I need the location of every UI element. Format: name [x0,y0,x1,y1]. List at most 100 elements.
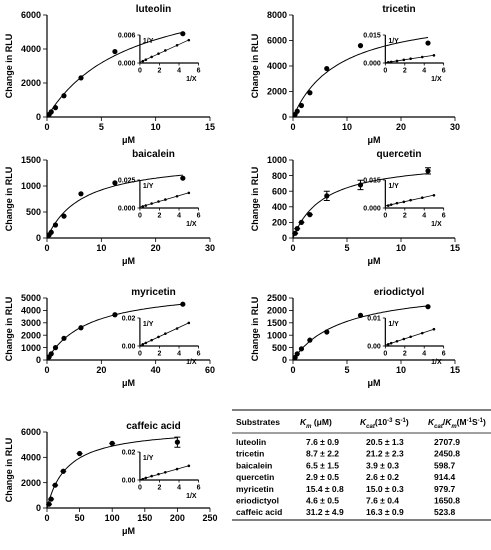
fit-curve [46,174,183,239]
inset-point [389,341,393,345]
y-tick-label: 1000 [267,155,287,165]
inset-x-label: 1/X [431,221,442,228]
x-tick-label: 4 [177,213,181,220]
header-part: ) [406,417,409,427]
data-point [425,304,431,310]
y-tick-label: 0 [282,233,287,243]
header-part: cat [434,424,444,430]
data-point [324,193,330,199]
inset-y-label: 1/Y [143,183,154,190]
chart-title: baicalein [132,149,175,160]
table-cell: 21.2 ± 2.3 [366,449,404,459]
y-tick-label: 0.00 [122,477,136,484]
chart-title: quercetin [376,149,421,160]
y-tick-label: 4000 [21,44,41,54]
table-header: Kcat/Km(M-1S-1) [428,417,486,430]
inset-point [409,57,412,61]
data-point [425,168,431,174]
x-tick-label: 4 [422,213,426,220]
y-tick-label: 0.01 [367,315,381,322]
substrate-name: caffeic acid [236,507,282,517]
y-tick-label: 0.00 [367,343,381,350]
y-axis-label: Change in RLU [250,297,260,362]
header-part: (μM) [311,417,331,427]
data-point [180,31,186,37]
header-part: m [306,424,312,430]
x-tick-label: 60 [205,365,215,375]
table-header: Km (μM) [300,417,332,430]
data-point [78,191,84,197]
inset-point [141,59,145,63]
inset-point [141,477,145,481]
x-tick-label: 0 [290,122,295,132]
x-tick-label: 100 [105,513,120,523]
x-axis-label: μM [122,256,135,266]
inset-point [409,198,412,202]
data-point [294,351,300,357]
x-tick-label: 0 [44,122,49,132]
data-point [180,175,186,181]
table-header: Kcat(10-3 S-1) [360,417,409,430]
x-tick-label: 5 [344,365,349,375]
x-tick-label: 0 [383,68,387,75]
inset-point [187,321,191,325]
inset-point [150,202,153,205]
chart-title: myricetin [131,287,175,298]
substrate-name: luteolin [236,437,266,447]
x-tick-label: 250 [202,513,217,523]
data-point [307,90,313,96]
header-part: S [392,417,400,427]
inset-point [432,327,436,331]
chart-title: eriodictyol [374,287,425,298]
data-point [298,102,305,109]
y-tick-label: 2000 [267,87,287,97]
y-tick-label: 0 [282,112,287,122]
x-tick-label: 4 [422,68,426,75]
x-tick-label: 50 [75,513,85,523]
y-tick-label: 0.006 [118,32,136,39]
inset-point [420,331,424,335]
x-tick-label: 15 [450,365,460,375]
data-point [298,346,305,352]
table-cell: 15.0 ± 0.3 [366,484,404,494]
inset-y-label: 1/Y [388,38,399,45]
x-axis-label: μM [122,526,135,536]
x-tick-label: 10 [151,122,161,132]
x-tick-label: 2 [403,68,407,75]
y-tick-label: 1000 [267,330,287,340]
header-part: ) [483,417,486,427]
inset-point [420,55,424,59]
inset-y-label: 1/Y [143,455,154,462]
header-part: m [451,424,457,430]
inset-point [386,343,390,346]
data-point [180,301,186,307]
inset-x-label: 1/X [186,76,197,83]
inset-point [395,59,399,63]
x-tick-label: 20 [96,365,106,375]
data-point [78,325,84,331]
y-tick-label: 0.025 [118,177,136,184]
y-tick-label: 2000 [21,330,41,340]
x-tick-label: 0 [138,351,142,358]
y-tick-label: 500 [272,343,287,353]
x-tick-label: 6 [197,485,201,492]
y-tick-label: 4000 [21,306,41,316]
substrate-name: eriodictyol [236,496,279,506]
y-tick-label: 6000 [21,10,41,20]
x-tick-label: 6 [197,68,201,75]
y-tick-label: 5000 [21,293,41,303]
inset-y-label: 1/Y [388,183,399,190]
data-point [292,230,298,236]
inset-point [389,203,393,206]
x-tick-label: 0 [290,365,295,375]
x-tick-label: 200 [170,513,185,523]
x-tick-label: 0 [290,243,295,253]
x-axis-label: μM [367,135,380,145]
data-point [357,43,364,49]
inset-point [157,335,160,339]
data-point [298,219,305,225]
x-tick-label: 20 [151,243,161,253]
data-point [307,337,313,343]
header-part: -1 [478,418,484,424]
